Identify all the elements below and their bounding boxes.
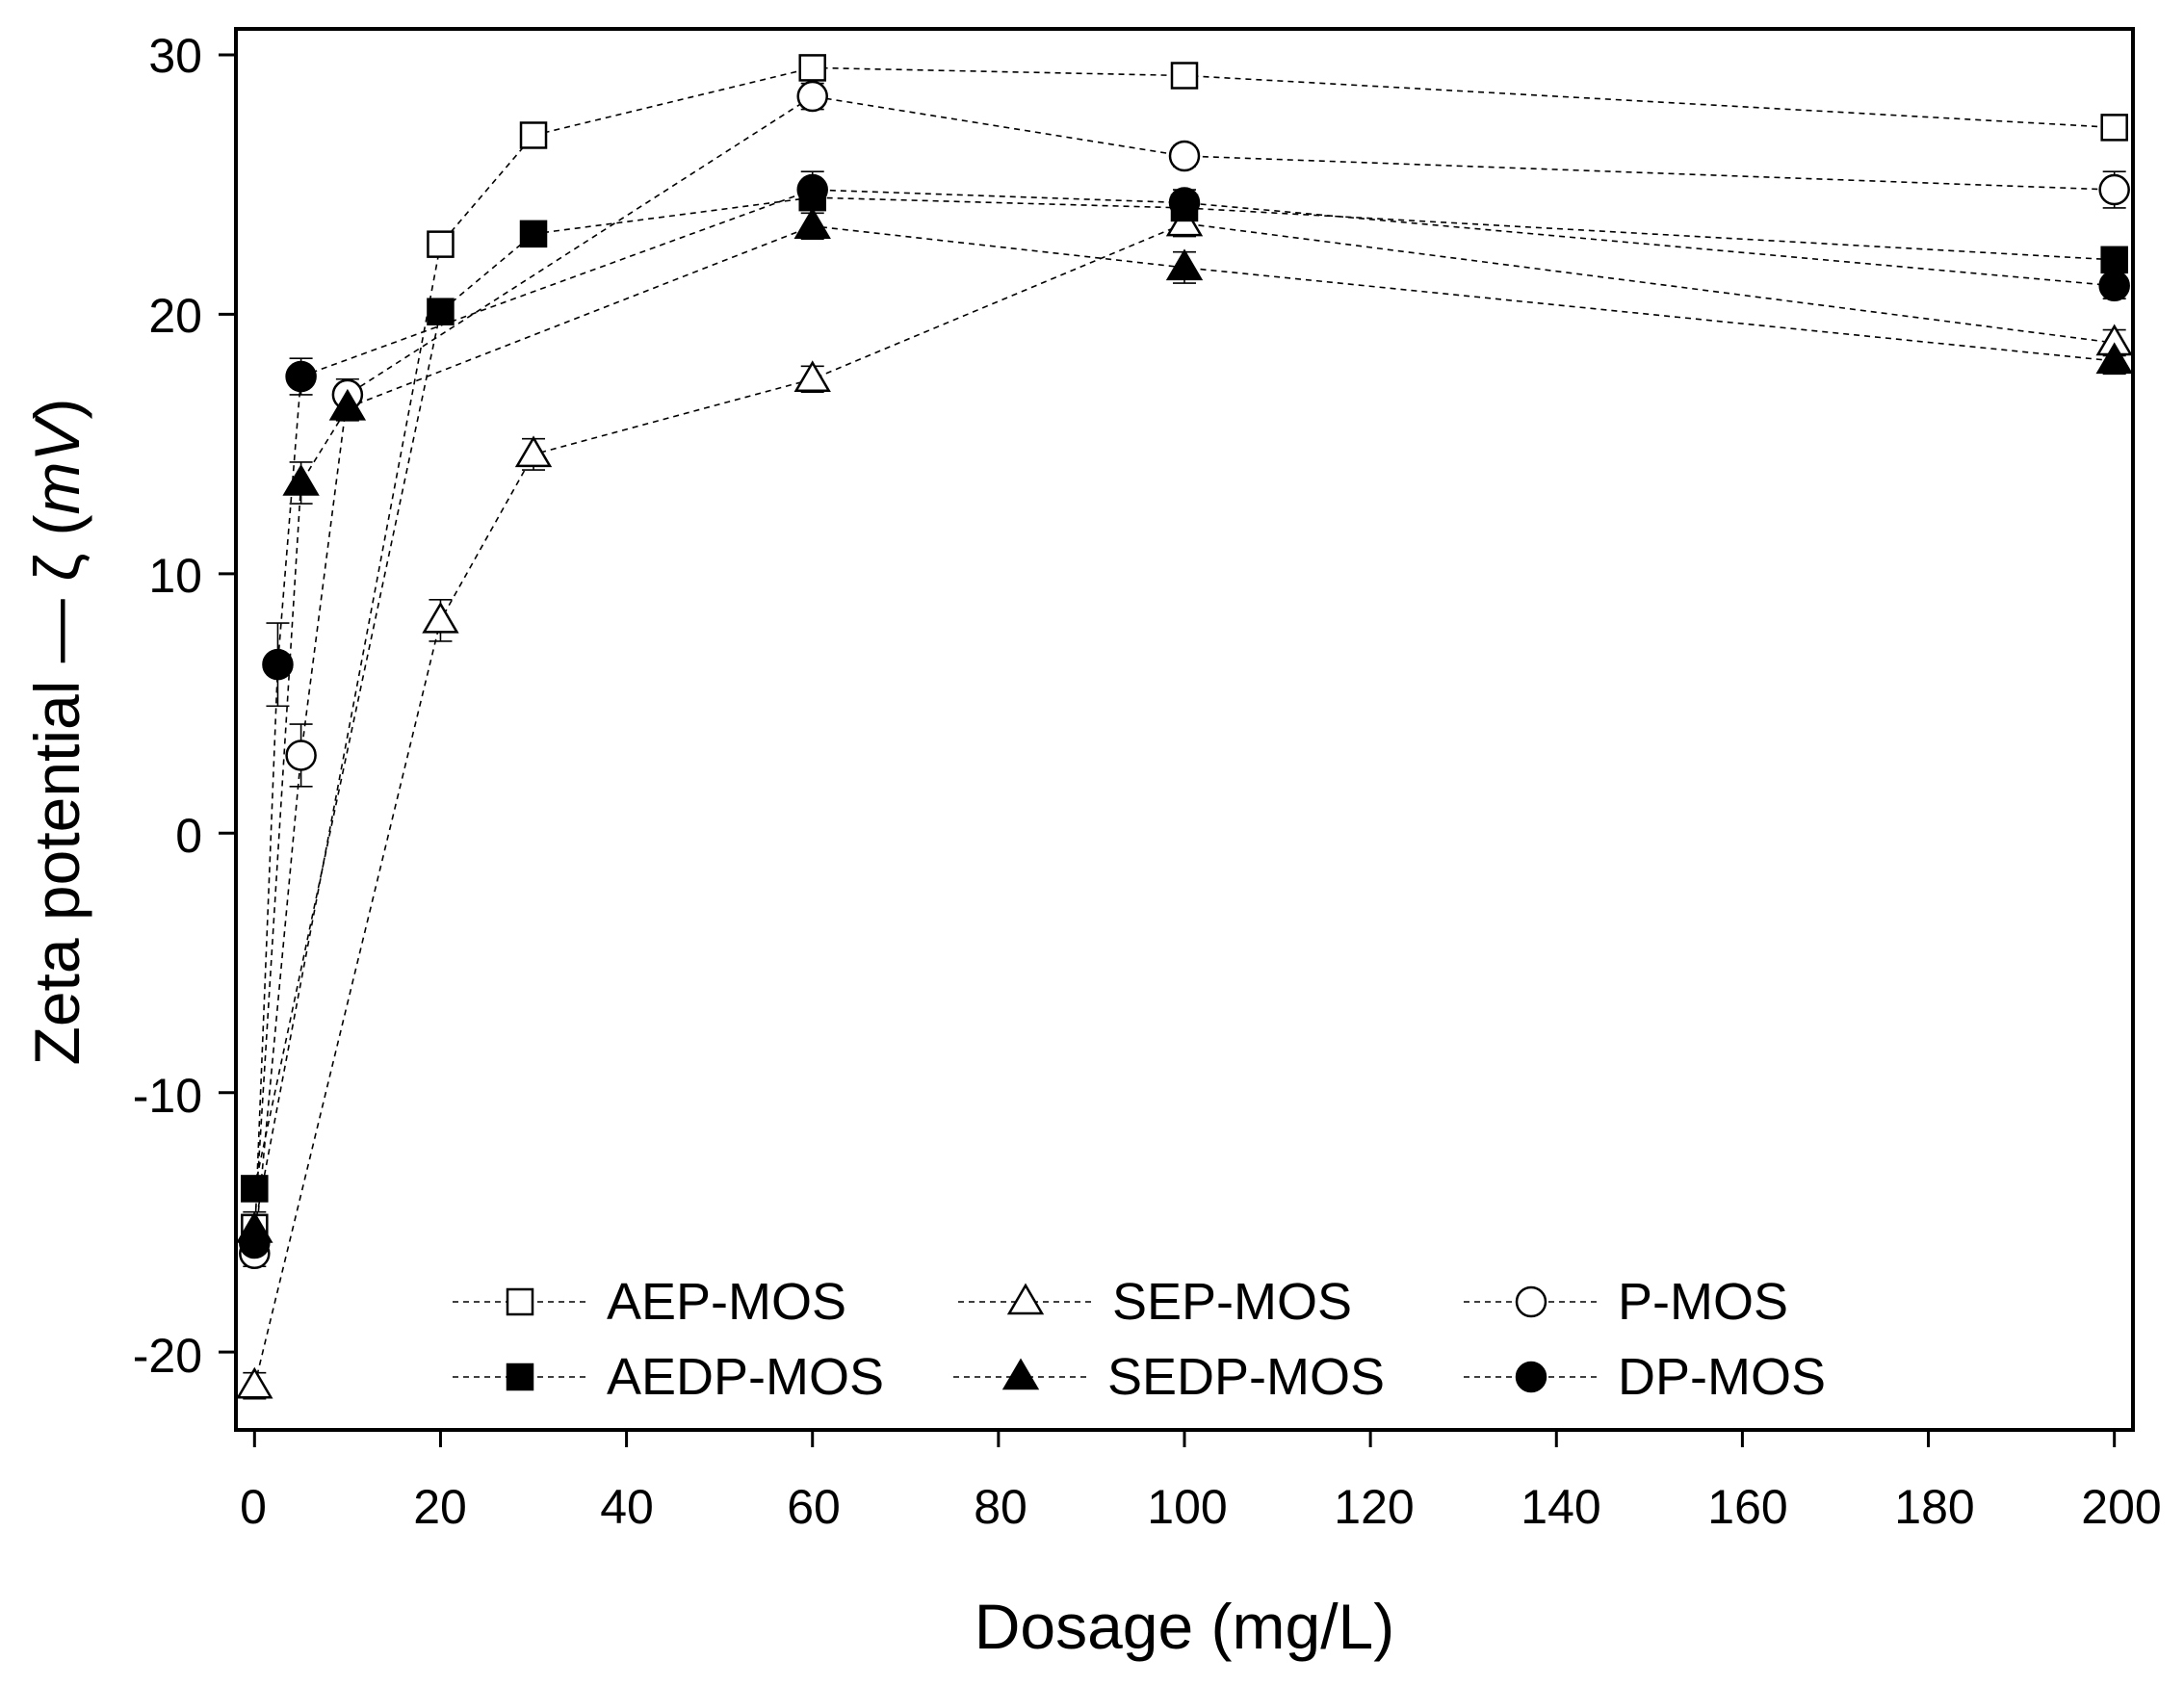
x-tick-label: 100: [1147, 1480, 1227, 1534]
data-point-aedp-mos: [427, 298, 455, 325]
data-point-aep-mos: [2100, 114, 2128, 142]
x-tick-label: 60: [787, 1480, 841, 1534]
legend-marker-sep-mos: [1006, 1283, 1045, 1315]
legend: AEP-MOS SEP-MOS P-MOS AEDP-MOS SEDP-MOS …: [453, 1273, 1826, 1406]
x-tick-label: 0: [240, 1480, 267, 1534]
series-line-sedp-mos: [253, 224, 2115, 1231]
legend-label-dp-mos: DP-MOS: [1618, 1348, 1826, 1406]
x-tick-label: 40: [600, 1480, 654, 1534]
series-line-p-mos: [253, 95, 2115, 1254]
legend-label-sedp-mos: SEDP-MOS: [1107, 1348, 1385, 1406]
data-point-aedp-mos: [519, 220, 548, 248]
series-markers: [236, 54, 2133, 1399]
legend-marker-p-mos: [1515, 1285, 1547, 1318]
data-point-dp-mos: [239, 1227, 271, 1259]
legend-swatches: [453, 1283, 1599, 1393]
data-point-dp-mos: [2098, 270, 2130, 301]
x-tick-label: 140: [1521, 1480, 1600, 1534]
x-tick-label: 160: [1707, 1480, 1787, 1534]
x-tick-label: 180: [1894, 1480, 1974, 1534]
data-point-dp-mos: [285, 360, 317, 393]
data-point-aep-mos: [798, 54, 826, 82]
series-lines: [253, 66, 2115, 1387]
data-point-aep-mos: [1170, 62, 1199, 90]
x-tick-labels: 0 20 40 60 80 100 120 140 160 180 200: [240, 1480, 2162, 1534]
y-tick-label: 0: [175, 809, 202, 863]
data-point-dp-mos: [796, 173, 828, 206]
y-axis-title: Zeta potential — ζ (mV): [21, 398, 92, 1065]
y-axis-title-main: Zeta potential — ζ (: [21, 514, 92, 1065]
legend-label-sep-mos: SEP-MOS: [1112, 1273, 1352, 1331]
data-point-aedp-mos: [2100, 246, 2128, 274]
y-axis-title-close: ): [21, 398, 92, 419]
y-tick-label: -10: [133, 1069, 202, 1123]
legend-marker-aedp-mos: [506, 1363, 534, 1391]
x-axis-title: Dosage (mg/L): [975, 1591, 1395, 1662]
data-point-sedp-mos: [282, 464, 320, 496]
data-point-sedp-mos: [793, 207, 831, 240]
axis-ticks: [219, 53, 2117, 1447]
data-point-p-mos: [1168, 140, 1201, 172]
legend-label-p-mos: P-MOS: [1618, 1273, 1788, 1331]
data-point-dp-mos: [262, 648, 294, 681]
y-tick-label: 20: [148, 289, 202, 343]
series-line-dp-mos: [253, 189, 2115, 1244]
y-tick-label: 30: [148, 29, 202, 83]
data-point-aep-mos: [427, 230, 455, 258]
y-tick-label: -20: [133, 1329, 202, 1383]
data-point-sedp-mos: [328, 388, 367, 421]
x-tick-label: 20: [413, 1480, 467, 1534]
x-tick-label: 120: [1334, 1480, 1414, 1534]
series-line-sep-mos: [253, 222, 2115, 1387]
data-point-p-mos: [796, 80, 828, 113]
legend-marker-sedp-mos: [1001, 1358, 1040, 1390]
data-point-sep-mos: [422, 601, 459, 634]
data-point-p-mos: [2098, 173, 2130, 206]
data-point-p-mos: [285, 740, 317, 771]
x-tick-label: 80: [974, 1480, 1027, 1534]
data-point-sedp-mos: [1165, 248, 1204, 281]
legend-label-aep-mos: AEP-MOS: [607, 1273, 846, 1331]
y-tick-label: 10: [148, 549, 202, 603]
data-point-sep-mos: [236, 1366, 273, 1399]
series-line-aedp-mos: [253, 196, 2115, 1189]
data-point-aep-mos: [519, 121, 548, 149]
y-axis-title-unit: mV: [21, 413, 92, 514]
data-point-dp-mos: [1168, 187, 1201, 219]
data-point-sep-mos: [793, 360, 831, 392]
x-tick-label: 200: [2081, 1480, 2161, 1534]
data-point-sep-mos: [514, 435, 553, 468]
legend-marker-dp-mos: [1515, 1361, 1547, 1393]
y-tick-labels: -20 -10 0 10 20 30: [133, 29, 202, 1383]
legend-label-aedp-mos: AEDP-MOS: [607, 1348, 884, 1406]
data-point-sedp-mos: [2095, 342, 2133, 375]
legend-marker-aep-mos: [506, 1287, 534, 1316]
data-point-aedp-mos: [241, 1175, 269, 1203]
